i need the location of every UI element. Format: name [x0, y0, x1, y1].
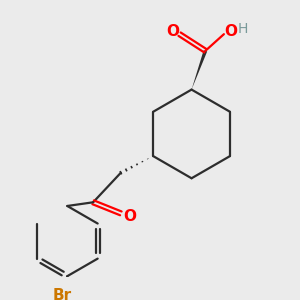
Text: Br: Br	[53, 288, 72, 300]
Polygon shape	[192, 50, 207, 90]
Text: H: H	[238, 22, 248, 36]
Text: O: O	[224, 24, 237, 39]
Text: O: O	[124, 208, 136, 224]
Text: O: O	[167, 24, 180, 39]
